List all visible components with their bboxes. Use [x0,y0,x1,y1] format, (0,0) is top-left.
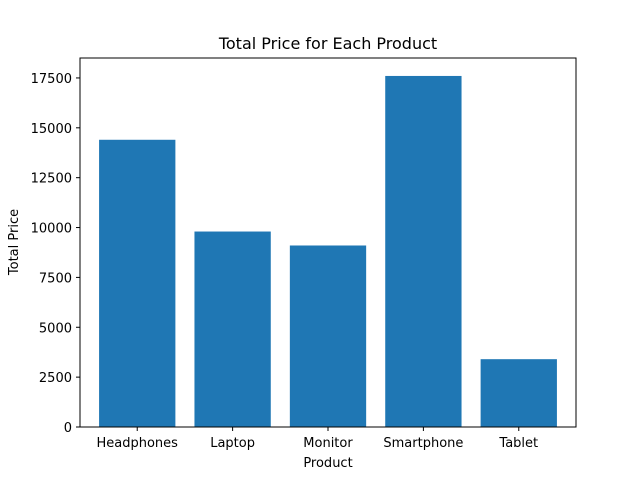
x-axis-ticks: Headphones Laptop Monitor Smartphone Tablet [97,427,538,451]
bars-group [99,75,557,427]
bar-smartphone [385,75,462,427]
y-tick-label: 0 [64,421,72,436]
x-axis-label: Product [303,456,352,471]
bar-tablet [480,359,557,427]
bar-headphones [99,139,176,427]
x-tick-label: Monitor [303,436,353,451]
bar-laptop [194,231,271,427]
bar-monitor [289,245,367,427]
x-tick-label: Tablet [498,436,538,451]
y-tick-label: 2500 [39,371,72,386]
x-tick-label: Headphones [97,436,179,451]
y-tick-label: 7500 [39,271,72,286]
plot-frame [79,57,577,428]
chart-title: Total Price for Each Product [218,34,437,53]
y-tick-label: 10000 [31,222,72,237]
x-tick-label: Smartphone [383,436,463,451]
y-tick-label: 12500 [31,172,72,187]
y-axis-ticks: 0 2500 5000 7500 10000 12500 15000 17500 [31,72,80,436]
x-tick-label: Laptop [210,436,255,451]
y-tick-label: 17500 [31,72,72,87]
y-axis-label: Total Price [7,209,22,276]
y-tick-label: 15000 [31,122,72,137]
y-tick-label: 5000 [39,321,72,336]
